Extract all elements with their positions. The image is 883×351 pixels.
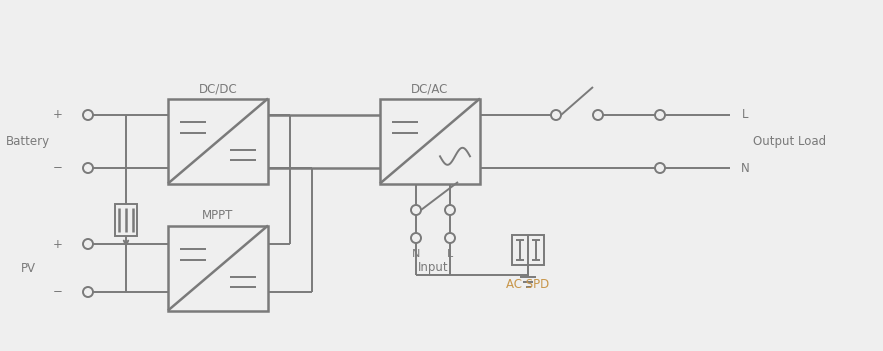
Text: AC SPD: AC SPD <box>506 278 549 291</box>
Text: Input: Input <box>418 261 449 274</box>
Text: +: + <box>53 238 63 251</box>
Text: N: N <box>411 249 420 259</box>
Bar <box>512 235 544 265</box>
Text: PV: PV <box>20 261 35 274</box>
Text: −: − <box>53 161 63 174</box>
Text: L: L <box>742 108 748 121</box>
Text: −: − <box>53 285 63 298</box>
Bar <box>380 99 480 184</box>
Text: Battery: Battery <box>6 135 50 148</box>
Bar <box>115 204 137 236</box>
Bar <box>168 99 268 184</box>
Text: DC/AC: DC/AC <box>411 82 449 95</box>
Text: L: L <box>447 249 453 259</box>
Text: +: + <box>53 108 63 121</box>
Bar <box>168 225 268 311</box>
Text: N: N <box>741 161 750 174</box>
Text: MPPT: MPPT <box>202 209 234 222</box>
Text: Output Load: Output Load <box>753 135 826 148</box>
Text: DC/DC: DC/DC <box>199 82 238 95</box>
